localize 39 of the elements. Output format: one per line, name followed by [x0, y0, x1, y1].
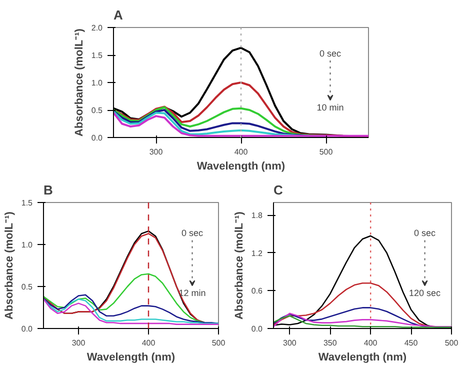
x-tick-label: 400	[142, 338, 156, 348]
x-tick-label: 300	[72, 338, 86, 348]
y-axis-title: Absorbance (molL⁻¹)	[73, 28, 86, 136]
annotation: 10 min	[316, 102, 344, 112]
y-tick-label: 0.0	[251, 324, 264, 334]
x-axis-title: Wavelength (nm)	[196, 160, 286, 172]
y-tick-label: 0.0	[91, 134, 104, 142]
annotation: 0 sec	[319, 48, 342, 58]
chart-title: A	[114, 8, 124, 22]
y-tick-label: 0.6	[251, 286, 264, 296]
y-tick-label: 1.5	[21, 198, 34, 208]
y-tick-label: 2.0	[91, 24, 104, 32]
x-tick-label: 500	[212, 338, 226, 348]
chart-title: B	[44, 182, 53, 198]
y-tick-label: 0.5	[91, 106, 104, 115]
x-tick-label: 350	[323, 338, 338, 348]
annotation: 12 min	[178, 288, 206, 298]
y-tick-label: 1.8	[251, 211, 264, 220]
annotation: 0 sec	[414, 228, 436, 238]
annotation: 120 sec	[409, 288, 442, 298]
x-axis-title: Wavelength (nm)	[86, 352, 176, 364]
x-tick-label: 500	[319, 148, 334, 156]
x-axis-title: Wavelength (nm)	[318, 352, 407, 364]
x-tick-label: 500	[444, 338, 459, 348]
chart-title: C	[274, 182, 284, 198]
annotation: 0 sec	[181, 228, 204, 238]
y-tick-label: 1.5	[91, 51, 104, 60]
y-tick-label: 0.0	[21, 324, 34, 334]
y-axis-title: Absorbance (molL⁻¹)	[233, 211, 246, 320]
y-tick-label: 0.5	[21, 282, 34, 292]
x-tick-label: 400	[364, 338, 378, 348]
y-tick-label: 1.2	[251, 248, 264, 258]
y-tick-label: 1.0	[21, 240, 34, 250]
y-axis-title: Absorbance (molL⁻¹)	[3, 211, 16, 320]
x-tick-label: 400	[234, 148, 248, 156]
x-tick-label: 450	[404, 338, 418, 348]
y-tick-label: 1.0	[91, 78, 104, 88]
x-tick-label: 300	[149, 148, 164, 156]
x-tick-label: 300	[283, 338, 297, 348]
